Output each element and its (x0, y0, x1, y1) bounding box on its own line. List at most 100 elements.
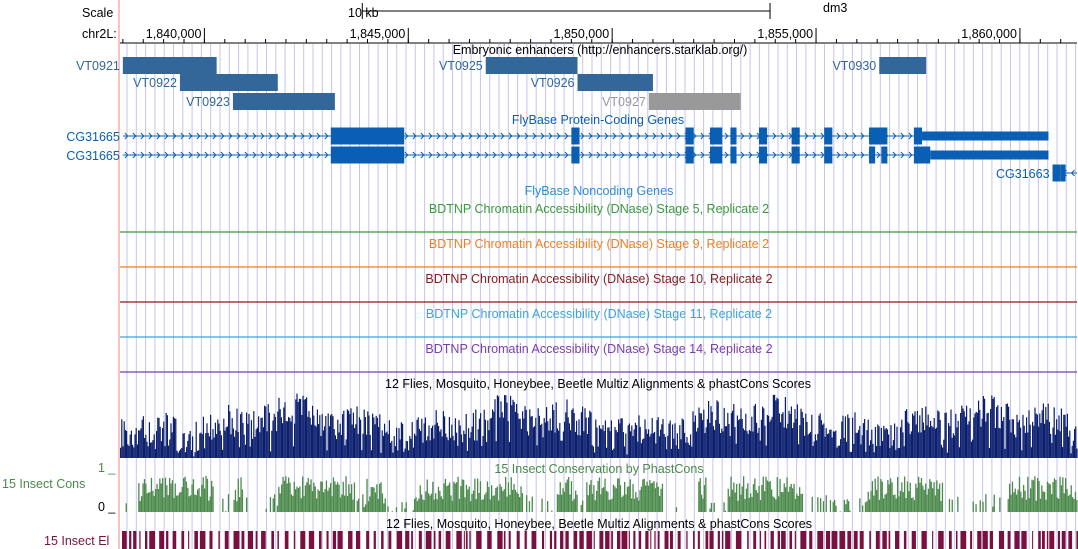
multiz-bar (790, 406, 792, 458)
multiz-bar (208, 436, 210, 458)
strand-arrow (476, 132, 481, 140)
enhancer-block[interactable] (122, 57, 217, 74)
insect-cons-bar (867, 491, 869, 512)
insect-cons-bar (972, 501, 974, 512)
insect-cons-bar (288, 477, 290, 512)
insect-cons-bar (187, 487, 189, 512)
enhancer-block[interactable] (179, 74, 278, 91)
enhancer-block[interactable] (485, 57, 578, 74)
enhancer-features[interactable]: VT0921 VT0922 VT0923 VT0925 VT0926 VT0927 VT09… (76, 57, 927, 110)
dnase-track-title: BDTNP Chromatin Accessibility (DNase) St… (429, 237, 769, 251)
enhancer-block[interactable] (879, 57, 927, 74)
enhancer-label[interactable]: VT0925 (439, 59, 483, 73)
multiz-bar (500, 401, 502, 458)
insect-cons-bar (160, 483, 162, 512)
insect-cons-bar (647, 485, 650, 512)
insect-cons-bar (377, 498, 379, 512)
enhancer-block[interactable] (232, 93, 335, 110)
chromosome-label: chr2L: (82, 27, 117, 41)
insect-cons-bar (1049, 484, 1051, 512)
insect-cons-bar (652, 482, 654, 512)
insect-cons-bar (776, 477, 778, 512)
multiz-bar (898, 447, 900, 458)
insect-cons-track[interactable]: 15 Insect Cons 1 _ 0 _ 15 Insect Conserv… (2, 461, 1078, 514)
multiz-bar (951, 437, 953, 458)
protein-coding-genes-track[interactable]: FlyBase Protein-Coding Genes CG31665CG31… (66, 113, 1077, 182)
enhancer-label[interactable]: VT0921 (76, 59, 120, 73)
insect-cons-bar (744, 498, 746, 512)
insect-cons-bar (303, 496, 305, 512)
gene-label[interactable]: CG31665 (66, 149, 120, 163)
multiz-bar (448, 416, 450, 458)
insect-cons-bar (614, 486, 616, 512)
multiz-bar (907, 421, 909, 458)
multiz-bar (958, 447, 960, 458)
enhancer-block[interactable] (577, 74, 653, 91)
enhancer-label[interactable]: VT0923 (186, 95, 230, 109)
insect-el-label[interactable]: 15 Insect El (44, 534, 109, 548)
gene-label[interactable]: CG31665 (66, 130, 120, 144)
enhancer-label[interactable]: VT0922 (133, 76, 177, 90)
multiz-bar (789, 413, 791, 458)
insect-cons-label[interactable]: 15 Insect Cons (2, 477, 85, 491)
multiz-bar (199, 433, 201, 458)
enhancer-label[interactable]: VT0930 (832, 59, 876, 73)
multiz-bar (1070, 453, 1072, 458)
strand-arrow (524, 151, 529, 159)
insect-el-block (960, 531, 967, 549)
insect-el-block (875, 531, 880, 549)
multiz-bar (973, 417, 975, 458)
enhancer-block[interactable] (648, 93, 741, 110)
multiz-bar (432, 425, 434, 458)
insect-el-block (831, 531, 838, 549)
multiz-bar (192, 436, 194, 458)
multiz-bar (733, 403, 735, 458)
insect-cons-bar (446, 486, 448, 512)
insect-cons-bar (195, 495, 197, 512)
strand-arrow (516, 151, 521, 159)
ruler-track[interactable]: Scale 10 kb dm3 chr2L: 1,840,000 1,845,00… (82, 1, 1077, 44)
insect-cons-bar (307, 477, 309, 512)
multiz-bar (561, 440, 563, 458)
strand-arrow (268, 132, 273, 140)
insect-el-block (677, 531, 681, 549)
multiz-bar (193, 456, 195, 458)
insect-cons-bar (310, 479, 312, 512)
insect-cons-bar (458, 498, 461, 512)
multiz-bar (523, 418, 525, 458)
multiz-track[interactable]: 12 Flies, Mosquito, Honeybee, Beetle Mul… (120, 377, 1078, 458)
multiz-bar (796, 404, 798, 458)
insect-cons-bar (428, 493, 430, 512)
multiz-bar (200, 432, 202, 458)
insect-cons-bar (289, 482, 291, 512)
insect-el-block (982, 531, 988, 549)
enhancer-label[interactable]: VT0926 (531, 76, 575, 90)
insect-el-block (255, 531, 258, 549)
multiz-bar (277, 411, 279, 458)
multiz-bar (633, 429, 635, 458)
insect-el-block (1076, 531, 1078, 549)
gene-exon (824, 146, 833, 164)
insect-cons-bar (799, 487, 801, 512)
insect-cons-bar (1023, 484, 1025, 512)
insect-el-block (693, 531, 695, 549)
multiz-bar (446, 437, 448, 458)
insect-el-block (300, 531, 306, 549)
insect-el-block (932, 531, 934, 549)
enhancers-track[interactable]: Embryonic enhancers (http://enhancers.st… (76, 43, 927, 110)
insect-cons-bar (909, 482, 911, 512)
multiz-bar (955, 413, 957, 458)
strand-arrow (148, 132, 153, 140)
insect-el-block (271, 531, 275, 549)
insect-el-track[interactable]: 12 Flies, Mosquito, Honeybee, Beetle Mul… (44, 517, 1078, 549)
multiz-bar (813, 441, 815, 458)
gene-label[interactable]: CG31663 (996, 167, 1050, 181)
gene-features[interactable]: CG31665 CG31665 CG31663 (66, 127, 1077, 182)
dnase-tracks[interactable]: BDTNP Chromatin Accessibility (DNase) St… (120, 202, 1077, 373)
strand-arrow (172, 151, 177, 159)
enhancer-label[interactable]: VT0927 (602, 95, 646, 109)
insect-cons-bar (225, 511, 227, 512)
multiz-bar (124, 429, 126, 458)
multiz-bar (998, 427, 1000, 458)
